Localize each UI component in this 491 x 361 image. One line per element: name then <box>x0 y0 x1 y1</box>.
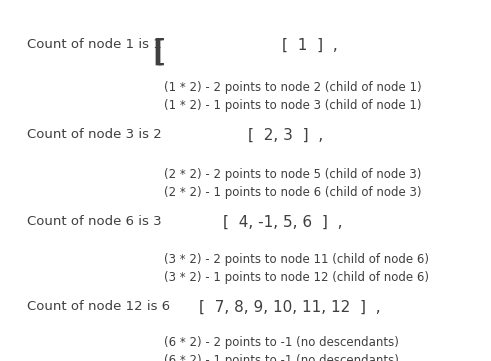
Text: [  1  ]  ,: [ 1 ] , <box>282 38 338 53</box>
Text: [  2, 3  ]  ,: [ 2, 3 ] , <box>248 128 323 143</box>
Text: Count of node 1 is 1: Count of node 1 is 1 <box>27 38 162 51</box>
Text: [: [ <box>155 38 166 67</box>
Text: (1 * 2) - 2 points to node 2 (child of node 1): (1 * 2) - 2 points to node 2 (child of n… <box>164 81 422 94</box>
Text: (3 * 2) - 1 points to node 12 (child of node 6): (3 * 2) - 1 points to node 12 (child of … <box>164 271 430 284</box>
Text: (1 * 2) - 1 points to node 3 (child of node 1): (1 * 2) - 1 points to node 3 (child of n… <box>164 99 422 112</box>
Text: Count of node 12 is 6: Count of node 12 is 6 <box>27 300 170 313</box>
Text: (2 * 2) - 2 points to node 5 (child of node 3): (2 * 2) - 2 points to node 5 (child of n… <box>164 168 422 181</box>
Text: (3 * 2) - 2 points to node 11 (child of node 6): (3 * 2) - 2 points to node 11 (child of … <box>164 253 430 266</box>
Text: Count of node 6 is 3: Count of node 6 is 3 <box>27 215 162 228</box>
Text: (2 * 2) - 1 points to node 6 (child of node 3): (2 * 2) - 1 points to node 6 (child of n… <box>164 186 422 199</box>
Text: [: [ <box>152 38 164 67</box>
Text: Count of node 3 is 2: Count of node 3 is 2 <box>27 128 162 141</box>
Text: (6 * 2) - 1 points to -1 (no descendants): (6 * 2) - 1 points to -1 (no descendants… <box>164 354 399 361</box>
Text: [  7, 8, 9, 10, 11, 12  ]  ,: [ 7, 8, 9, 10, 11, 12 ] , <box>199 300 381 315</box>
Text: [  4, -1, 5, 6  ]  ,: [ 4, -1, 5, 6 ] , <box>223 215 343 230</box>
Text: (6 * 2) - 2 points to -1 (no descendants): (6 * 2) - 2 points to -1 (no descendants… <box>164 336 399 349</box>
